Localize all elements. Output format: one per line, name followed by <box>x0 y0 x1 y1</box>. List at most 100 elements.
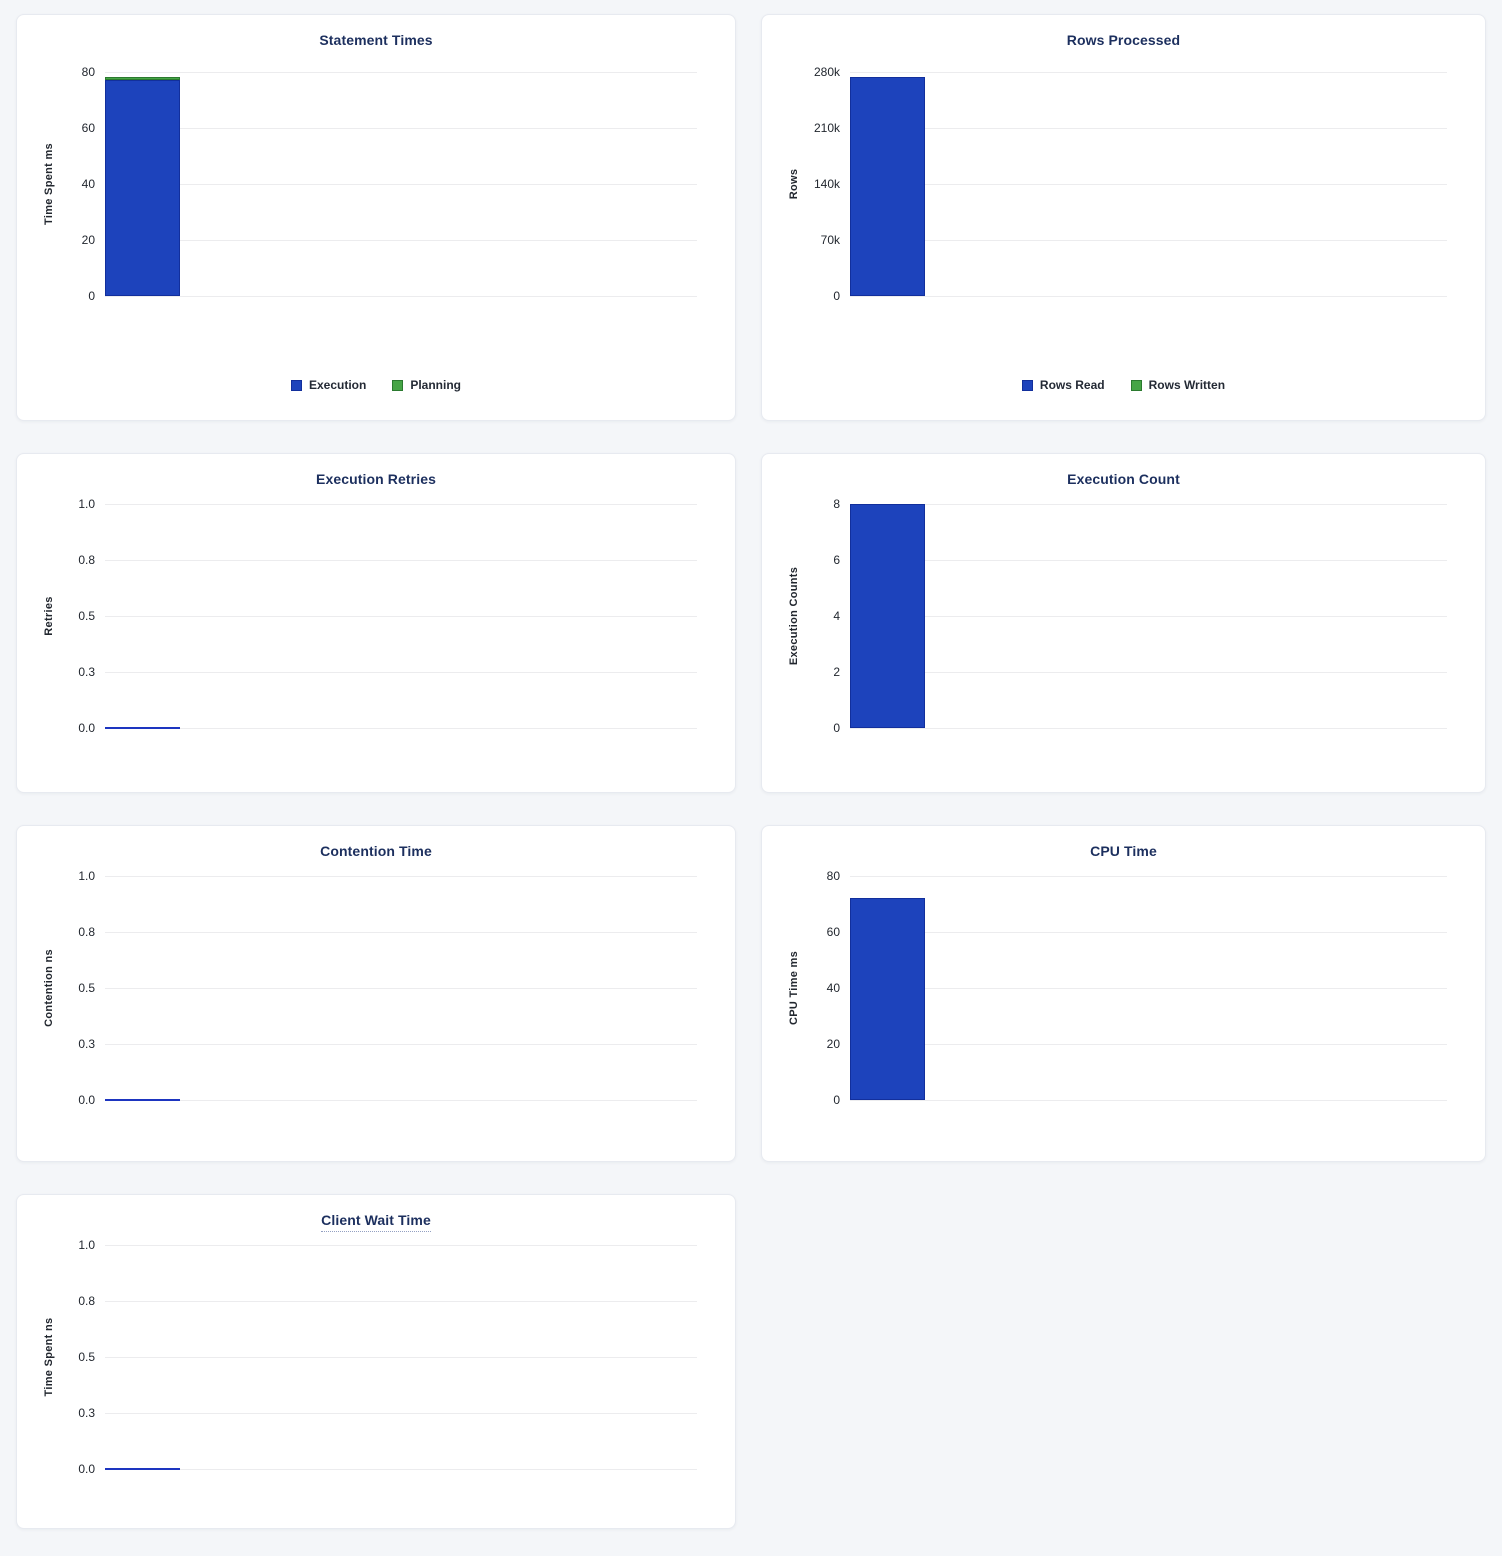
chart-title-cpu-time: CPU Time <box>1090 843 1157 859</box>
chart-title-row: Contention Time <box>17 826 735 859</box>
gridline <box>850 72 1447 73</box>
gridline <box>105 616 697 617</box>
chart-title-rows-processed: Rows Processed <box>1066 32 1181 48</box>
gridline <box>105 1413 697 1414</box>
gridline <box>850 1100 1447 1101</box>
chart-legend: Execution Planning <box>17 378 735 392</box>
chart-title-row: Execution Count <box>762 454 1485 487</box>
gridline <box>105 128 697 129</box>
gridline <box>105 1301 697 1302</box>
y-tick-label: 0.0 <box>78 1093 95 1107</box>
y-tick-label: 140k <box>813 177 840 191</box>
bar-execution-count[interactable] <box>850 504 925 728</box>
chart-plot-wrap: CPU Time ms 80 60 40 20 0 <box>788 869 1447 1107</box>
y-tick-label: 40 <box>826 981 840 995</box>
chart-title-contention-time: Contention Time <box>320 843 432 859</box>
chart-title-row: Execution Retries <box>17 454 735 487</box>
gridline <box>105 1044 697 1045</box>
zero-value-bar[interactable] <box>105 1099 180 1101</box>
legend-label: Rows Written <box>1148 378 1226 392</box>
gridline <box>850 128 1447 129</box>
chart-title-row: Rows Processed <box>762 15 1485 48</box>
y-tick-label: 40 <box>81 177 95 191</box>
gridline <box>105 1357 697 1358</box>
chart-card-contention-time: Contention Time Contention ns 1.0 0.8 0.5 0… <box>16 825 736 1162</box>
legend-item-planning: Planning <box>392 378 461 392</box>
y-tick-label: 1.0 <box>78 497 95 511</box>
chart-title-execution-count: Execution Count <box>1067 471 1180 487</box>
chart-plot-wrap: Rows 280k 210k 140k 70k 0 <box>788 65 1447 303</box>
bar-cpu-time[interactable] <box>850 898 925 1100</box>
chart-plot-wrap: Time Spent ms 80 60 40 20 0 <box>43 65 697 303</box>
gridline <box>850 988 1447 989</box>
gridline <box>105 1100 697 1101</box>
y-tick-label: 0.8 <box>78 925 95 939</box>
chart-card-client-wait-time: Client Wait Time Time Spent ns 1.0 0.8 0.5… <box>16 1194 736 1529</box>
y-tick-label: 0.0 <box>78 1462 95 1476</box>
gridline <box>105 240 697 241</box>
gridline <box>105 1469 697 1470</box>
gridline <box>105 72 697 73</box>
legend-item-rows-written: Rows Written <box>1130 378 1226 392</box>
plot-area: 80 60 40 20 0 <box>82 65 697 303</box>
y-tick-label: 2 <box>833 665 840 679</box>
y-tick-label: 280k <box>813 65 840 79</box>
bar-planning[interactable] <box>105 76 180 81</box>
plot-area: 80 60 40 20 0 <box>827 869 1447 1107</box>
y-tick-label: 1.0 <box>78 869 95 883</box>
chart-plot-wrap: Retries 1.0 0.8 0.5 0.3 0.0 <box>43 497 697 735</box>
chart-plot-wrap: Time Spent ns 1.0 0.8 0.5 0.3 0.0 <box>43 1238 697 1476</box>
chart-plot-wrap: Contention ns 1.0 0.8 0.5 0.3 0.0 <box>43 869 697 1107</box>
y-tick-label: 0 <box>833 289 840 303</box>
gridline <box>105 988 697 989</box>
y-tick-label: 0.3 <box>78 1406 95 1420</box>
legend-label: Execution <box>308 378 367 392</box>
plot-area: 1.0 0.8 0.5 0.3 0.0 <box>78 1238 697 1476</box>
y-tick-label: 0.8 <box>78 553 95 567</box>
bar-execution[interactable] <box>105 80 180 296</box>
chart-title-client-wait-time[interactable]: Client Wait Time <box>321 1212 431 1232</box>
gridline <box>105 504 697 505</box>
y-tick-label: 8 <box>833 497 840 511</box>
y-tick-label: 1.0 <box>78 1238 95 1252</box>
legend-color-swatch-icon <box>1021 379 1033 391</box>
y-tick-label: 20 <box>826 1037 840 1051</box>
y-tick-label: 0.0 <box>78 721 95 735</box>
chart-card-cpu-time: CPU Time CPU Time ms 80 60 40 20 0 <box>761 825 1486 1162</box>
chart-title-row: CPU Time <box>762 826 1485 859</box>
plot-area: 1.0 0.8 0.5 0.3 0.0 <box>78 497 697 735</box>
gridline <box>105 728 697 729</box>
legend-item-execution: Execution <box>290 378 367 392</box>
chart-card-statement-times: Statement Times Time Spent ms 80 60 40 20 0 … <box>16 14 736 421</box>
y-tick-label: 0 <box>833 1093 840 1107</box>
gridline <box>105 672 697 673</box>
y-tick-label: 60 <box>826 925 840 939</box>
gridline <box>850 672 1447 673</box>
bar-rows-read[interactable] <box>850 76 925 296</box>
y-tick-label: 70k <box>820 233 840 247</box>
gridline <box>850 1044 1447 1045</box>
y-tick-label: 0 <box>833 721 840 735</box>
legend-item-rows-read: Rows Read <box>1021 378 1105 392</box>
gridline <box>850 240 1447 241</box>
gridline <box>105 1245 697 1246</box>
zero-value-bar[interactable] <box>105 727 180 729</box>
y-tick-label: 80 <box>826 869 840 883</box>
legend-color-swatch-icon <box>290 379 302 391</box>
plot-area: 8 6 4 2 0 <box>833 497 1447 735</box>
y-tick-label: 0.3 <box>78 1037 95 1051</box>
gridline <box>850 184 1447 185</box>
zero-value-bar[interactable] <box>105 1468 180 1470</box>
y-tick-label: 0.5 <box>78 981 95 995</box>
gridline <box>850 560 1447 561</box>
chart-legend: Rows Read Rows Written <box>762 378 1485 392</box>
gridline <box>850 876 1447 877</box>
chart-title-row: Statement Times <box>17 15 735 48</box>
y-tick-label: 0.5 <box>78 609 95 623</box>
legend-label: Planning <box>410 378 462 392</box>
y-tick-label: 6 <box>833 553 840 567</box>
gridline <box>105 560 697 561</box>
